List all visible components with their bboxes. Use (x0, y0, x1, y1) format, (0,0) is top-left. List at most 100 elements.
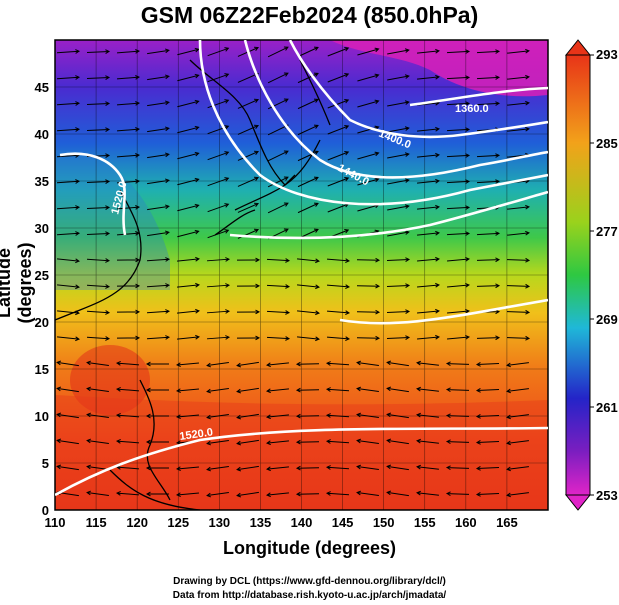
wind-arrow (295, 465, 320, 471)
wind-arrow (297, 150, 319, 162)
wind-arrow (297, 176, 319, 188)
wind-arrow (237, 202, 260, 213)
wind-arrow (56, 49, 81, 54)
wind-arrow (57, 310, 80, 316)
wind-arrow (475, 414, 500, 419)
wind-arrow (147, 204, 170, 211)
wind-arrow (506, 414, 529, 420)
contour-label-1520-south: 1520.0 (179, 426, 214, 443)
wind-arrow (177, 256, 200, 262)
wind-arrow (417, 178, 440, 184)
wind-arrow (267, 46, 289, 58)
wind-arrow (507, 48, 530, 54)
x-tick-label: 150 (373, 515, 395, 530)
wind-arrow (326, 258, 351, 263)
x-tick-label: 135 (250, 515, 272, 530)
wind-arrow (387, 230, 410, 237)
wind-arrow (327, 151, 350, 161)
wind-arrow (266, 284, 291, 289)
wind-arrow (206, 283, 231, 288)
wind-arrow (325, 361, 350, 366)
y-tick-label: 45 (35, 80, 49, 95)
y-tick-label: 0 (42, 503, 49, 518)
y-tick-label: 15 (35, 362, 49, 377)
wind-arrow (326, 336, 351, 341)
wind-arrow (417, 152, 440, 158)
wind-arrow (506, 309, 531, 315)
wind-arrow (446, 308, 470, 314)
wind-arrow (207, 99, 230, 109)
wind-arrow (356, 257, 381, 263)
wind-arrow (357, 47, 380, 56)
wind-arrow (207, 203, 230, 213)
colorbar-tick-label: 285 (596, 136, 618, 151)
wind-arrow (325, 491, 350, 496)
wind-arrow (177, 47, 200, 56)
wind-arrow (86, 258, 111, 263)
wind-arrow (476, 153, 501, 158)
x-tick-label: 160 (455, 515, 477, 530)
wind-arrow (206, 413, 229, 420)
wind-arrow (56, 360, 79, 367)
wind-arrow (146, 335, 171, 340)
wind-arrow (507, 74, 530, 80)
wind-arrow (86, 284, 111, 289)
wind-arrow (236, 283, 261, 289)
wind-arrow (115, 361, 140, 366)
wind-arrow (116, 153, 141, 158)
wind-arrow (57, 258, 80, 264)
wind-arrow (177, 203, 200, 212)
wind-streamlines (56, 46, 531, 498)
wind-arrow (236, 413, 259, 420)
wind-arrow (507, 230, 530, 236)
wind-arrow (476, 101, 501, 106)
wind-arrow (295, 361, 320, 367)
wind-arrow (326, 284, 351, 289)
wind-arrow (295, 491, 320, 497)
wind-arrow (386, 283, 411, 288)
wind-arrow (297, 284, 320, 290)
wind-arrow (387, 178, 410, 185)
wind-arrow (387, 100, 410, 107)
wind-arrow (267, 72, 289, 84)
wind-arrow (86, 101, 111, 106)
wind-arrow (267, 98, 289, 110)
wind-arrow (86, 490, 109, 497)
wind-arrow (236, 491, 259, 498)
wind-arrow (356, 335, 381, 341)
wind-arrow (386, 464, 409, 471)
wind-arrow (56, 464, 79, 471)
wind-arrow (116, 309, 141, 315)
wind-arrow (326, 310, 351, 315)
wind-arrow (56, 438, 79, 445)
wind-arrow (416, 490, 439, 496)
wind-arrow (297, 310, 320, 316)
colorbar-tick-label: 269 (596, 312, 618, 327)
wind-arrow (445, 439, 470, 445)
wind-arrow (236, 361, 259, 368)
x-tick-label: 120 (126, 515, 148, 530)
wind-arrow (476, 257, 501, 263)
wind-arrow (295, 413, 320, 419)
wind-arrow (177, 282, 200, 288)
wind-arrow (446, 101, 471, 106)
y-tick-label: 5 (42, 456, 49, 471)
wind-arrow (387, 126, 410, 133)
wind-arrow (237, 150, 260, 161)
plot-frame (54, 39, 549, 511)
y-axis-ticks: 0 5 10 15 20 25 30 35 40 45 (35, 80, 49, 518)
y-tick-label: 30 (35, 221, 49, 236)
wind-arrow (176, 492, 200, 498)
wind-arrow (357, 99, 380, 108)
wind-arrow (237, 176, 260, 187)
wind-arrow (56, 205, 81, 210)
geopotential-contours (55, 40, 548, 497)
wind-arrow (115, 413, 140, 418)
wind-arrow (506, 492, 529, 498)
wind-arrow (266, 492, 289, 498)
wind-arrow (327, 99, 350, 109)
wind-arrow (297, 258, 320, 264)
wind-arrow (86, 49, 111, 54)
wind-arrow (177, 125, 200, 134)
